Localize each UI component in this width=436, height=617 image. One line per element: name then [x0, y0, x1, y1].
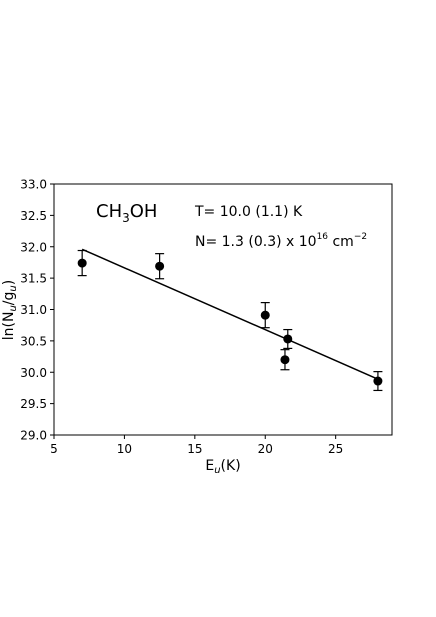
- data-points: [77, 249, 383, 392]
- x-axis-ticks: 5 10 15 20 25: [50, 435, 343, 456]
- y-tick-label: 31.5: [20, 272, 47, 286]
- x-tick-label: 20: [258, 442, 273, 456]
- x-axis-label: Eu(K): [205, 458, 240, 476]
- data-point: [155, 261, 165, 271]
- x-tick-label: 10: [117, 442, 132, 456]
- data-point: [77, 258, 87, 268]
- y-tick-label: 32.5: [20, 209, 47, 223]
- data-point: [260, 310, 270, 320]
- temperature-label: T= 10.0 (1.1) K: [194, 204, 303, 220]
- x-tick-label: 25: [328, 442, 343, 456]
- data-point: [283, 334, 293, 344]
- data-point: [280, 355, 290, 365]
- y-tick-label: 30.0: [20, 366, 47, 380]
- y-tick-label: 29.5: [20, 397, 47, 411]
- y-axis-ticks: 29.0 29.5 30.0 30.5 31.0 31.5 32.0 32.5 33.0: [20, 178, 54, 443]
- data-point: [373, 376, 383, 386]
- x-tick-label: 5: [50, 442, 58, 456]
- y-tick-label: 30.5: [20, 334, 47, 348]
- y-axis-label: ln(Nu/gu): [1, 280, 19, 340]
- column-density-label: N= 1.3 (0.3) x 1016 cm−2: [195, 232, 367, 250]
- x-tick-label: 15: [187, 442, 202, 456]
- molecule-label: CH3OH: [96, 201, 157, 225]
- y-tick-label: 31.0: [20, 303, 47, 317]
- y-tick-label: 32.0: [20, 240, 47, 254]
- y-tick-label: 33.0: [20, 178, 47, 192]
- fit-line: [81, 248, 379, 380]
- y-tick-label: 29.0: [20, 429, 47, 443]
